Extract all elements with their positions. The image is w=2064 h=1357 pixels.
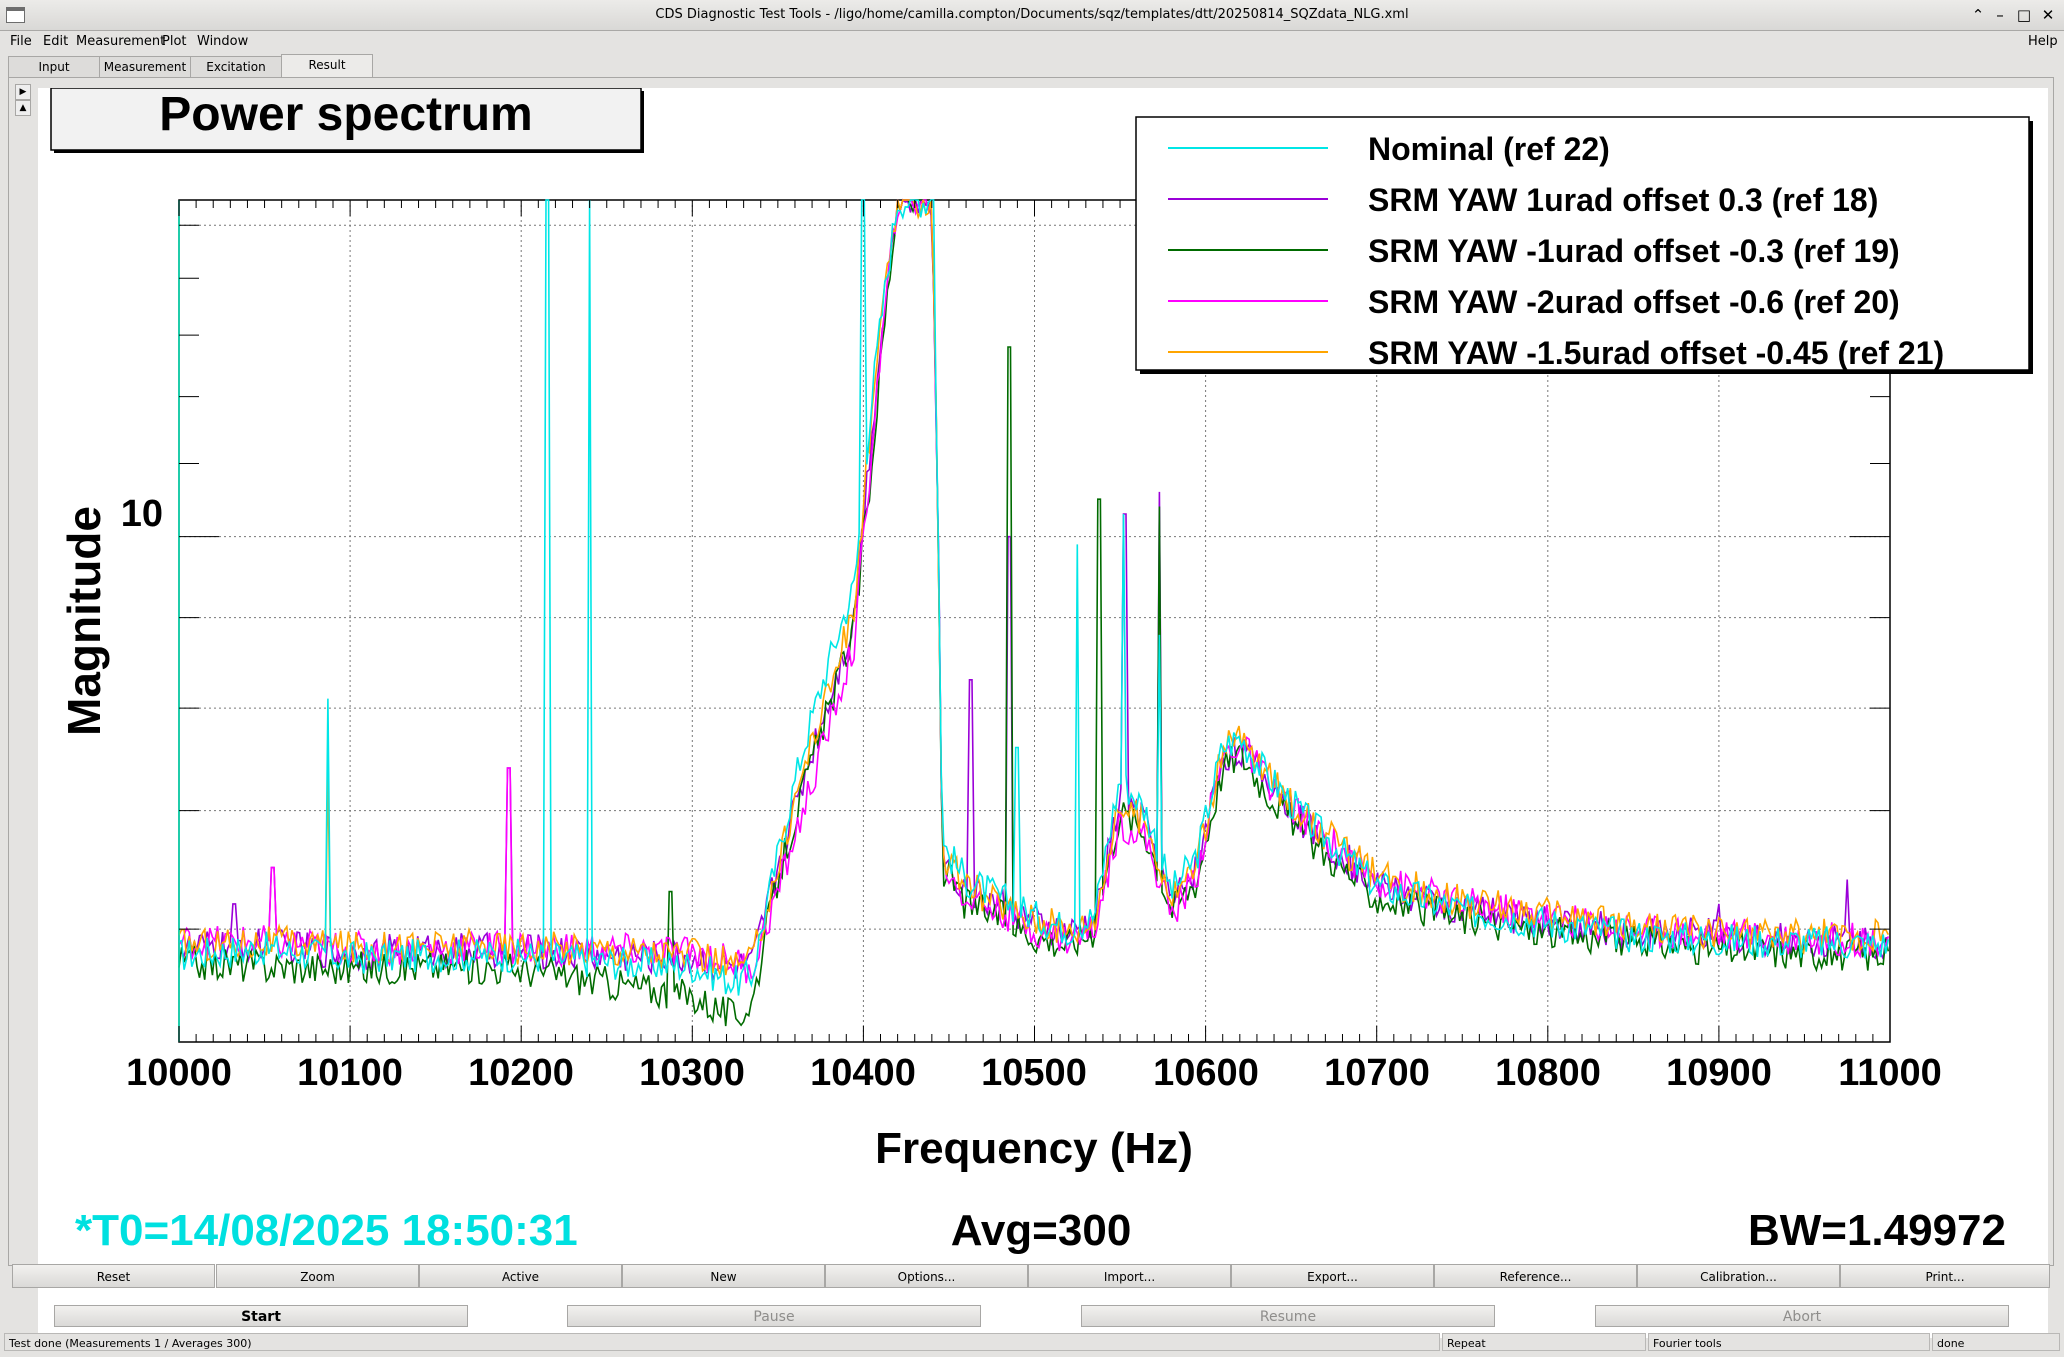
x-tick-label: 11000 bbox=[1838, 1052, 1942, 1094]
legend-label-ref21: SRM YAW -1.5urad offset -0.45 (ref 21) bbox=[1368, 335, 1944, 371]
resume-button[interactable]: Resume bbox=[1081, 1305, 1495, 1327]
x-tick-label: 10300 bbox=[639, 1052, 745, 1094]
status-bar: Test done (Measurements 1 / Averages 300… bbox=[0, 1333, 2064, 1353]
tab-result[interactable]: Result bbox=[281, 54, 373, 78]
legend: Nominal (ref 22) SRM YAW 1urad offset 0.… bbox=[1168, 131, 1944, 371]
pause-button[interactable]: Pause bbox=[567, 1305, 981, 1327]
active-button[interactable]: Active bbox=[419, 1264, 622, 1288]
status-repeat: Repeat bbox=[1442, 1333, 1646, 1351]
menu-help[interactable]: Help bbox=[2028, 34, 2058, 49]
y-axis-label: Magnitude bbox=[58, 506, 110, 736]
status-state: done bbox=[1932, 1333, 2060, 1351]
trace-ref21 bbox=[178, 199, 1890, 977]
y-tick-label: 10 bbox=[121, 493, 163, 535]
plot-canvas[interactable]: Power spectrum 10000 10100 10200 10300 1… bbox=[38, 88, 2048, 1338]
x-tick-label: 10600 bbox=[1153, 1052, 1259, 1094]
menu-measurement[interactable]: Measurement bbox=[76, 34, 166, 49]
x-tick-labels: 10000 10100 10200 10300 10400 10500 1060… bbox=[126, 1052, 1942, 1094]
collapse-up-icon[interactable]: ▲ bbox=[15, 100, 31, 116]
title-box bbox=[50, 88, 642, 151]
calibration-button[interactable]: Calibration... bbox=[1637, 1264, 1840, 1288]
reset-button[interactable]: Reset bbox=[12, 1264, 215, 1288]
legend-label-nominal: Nominal (ref 22) bbox=[1368, 131, 1610, 167]
menubar: File Edit Measurement Plot Window Help bbox=[0, 31, 2064, 53]
trace-nominal bbox=[178, 199, 1890, 996]
x-tick-label: 10500 bbox=[981, 1052, 1087, 1094]
print-button[interactable]: Print... bbox=[1840, 1264, 2050, 1288]
result-panel: ▶ ▲ Power spectrum 10000 10100 10200 103… bbox=[8, 77, 2054, 1338]
legend-label-ref18: SRM YAW 1urad offset 0.3 (ref 18) bbox=[1368, 182, 1878, 218]
reference-button[interactable]: Reference... bbox=[1434, 1264, 1637, 1288]
tab-measurement[interactable]: Measurement bbox=[99, 56, 191, 77]
x-tick-label: 10800 bbox=[1495, 1052, 1601, 1094]
x-tick-label: 10200 bbox=[468, 1052, 574, 1094]
import-button[interactable]: Import... bbox=[1028, 1264, 1231, 1288]
maximize-button[interactable]: □ bbox=[2016, 6, 2032, 24]
status-message: Test done (Measurements 1 / Averages 300… bbox=[4, 1333, 1440, 1351]
abort-button[interactable]: Abort bbox=[1595, 1305, 2009, 1327]
traces bbox=[178, 198, 1890, 1027]
window-titlebar: CDS Diagnostic Test Tools - /ligo/home/c… bbox=[0, 0, 2064, 31]
status-tool: Fourier tools bbox=[1648, 1333, 1930, 1351]
zoom-button[interactable]: Zoom bbox=[216, 1264, 419, 1288]
x-tick-label: 10100 bbox=[297, 1052, 403, 1094]
measurement-controls: Start Pause Resume Abort bbox=[0, 1305, 2064, 1329]
avg-label: Avg=300 bbox=[951, 1206, 1132, 1255]
minimize-button[interactable]: – bbox=[1996, 6, 2004, 24]
expand-right-icon[interactable]: ▶ bbox=[15, 84, 31, 100]
plot-button-row: Reset Zoom Active New Options... Import.… bbox=[12, 1264, 2054, 1290]
window-icon bbox=[6, 7, 25, 23]
tab-excitation[interactable]: Excitation bbox=[190, 56, 282, 77]
x-tick-label: 10400 bbox=[810, 1052, 916, 1094]
x-axis-label: Frequency (Hz) bbox=[875, 1124, 1193, 1173]
x-tick-label: 10900 bbox=[1666, 1052, 1772, 1094]
options-button[interactable]: Options... bbox=[825, 1264, 1028, 1288]
close-button[interactable]: ✕ bbox=[2041, 6, 2055, 24]
x-tick-label: 10000 bbox=[126, 1052, 232, 1094]
window-title: CDS Diagnostic Test Tools - /ligo/home/c… bbox=[655, 7, 1409, 22]
bw-label: BW=1.49972 bbox=[1748, 1206, 2006, 1255]
chevron-up-icon[interactable]: ⌃ bbox=[1971, 6, 1985, 24]
power-spectrum-chart[interactable]: Power spectrum 10000 10100 10200 10300 1… bbox=[38, 88, 2048, 1263]
menu-window[interactable]: Window bbox=[197, 34, 249, 49]
legend-label-ref20: SRM YAW -2urad offset -0.6 (ref 20) bbox=[1368, 284, 1900, 320]
legend-box bbox=[1135, 116, 2030, 371]
export-button[interactable]: Export... bbox=[1231, 1264, 1434, 1288]
start-button[interactable]: Start bbox=[54, 1305, 468, 1327]
legend-label-ref19: SRM YAW -1urad offset -0.3 (ref 19) bbox=[1368, 233, 1900, 269]
trace-ref20 bbox=[178, 199, 1890, 984]
plot-title: Power spectrum bbox=[159, 88, 532, 141]
new-button[interactable]: New bbox=[622, 1264, 825, 1288]
menu-file[interactable]: File bbox=[10, 34, 32, 49]
x-tick-label: 10700 bbox=[1324, 1052, 1430, 1094]
menu-plot[interactable]: Plot bbox=[162, 34, 187, 49]
t0-label: *T0=14/08/2025 18:50:31 bbox=[75, 1206, 578, 1255]
tab-input[interactable]: Input bbox=[8, 56, 100, 77]
menu-edit[interactable]: Edit bbox=[43, 34, 69, 49]
